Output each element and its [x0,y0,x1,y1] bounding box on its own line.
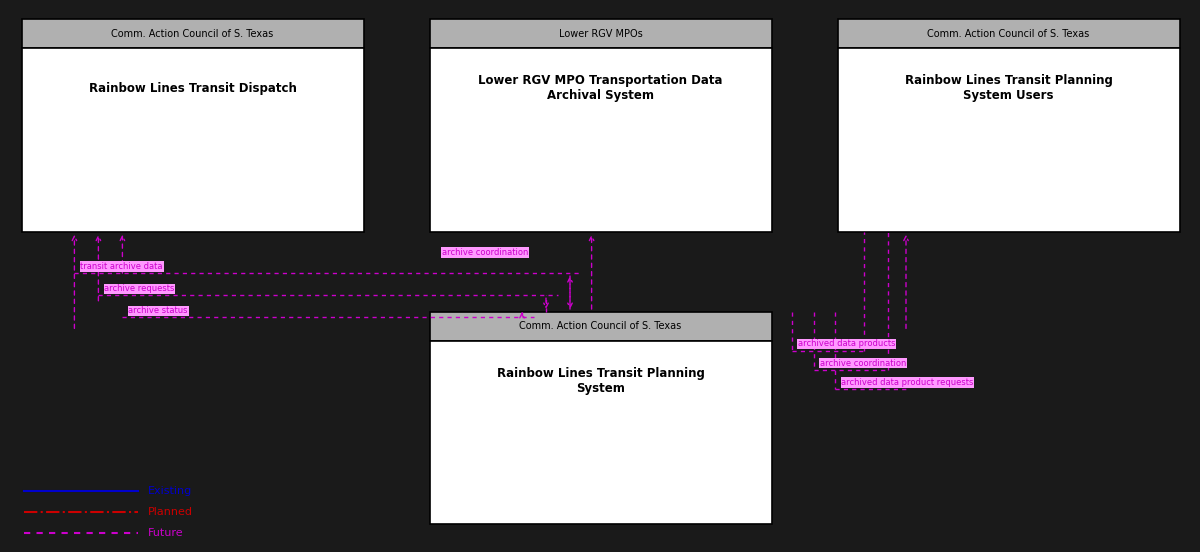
Bar [430,341,772,524]
Bar [22,48,364,232]
Bar [430,48,772,232]
Bar [22,19,364,48]
Text: Rainbow Lines Transit Planning
System Users: Rainbow Lines Transit Planning System Us… [905,75,1112,103]
Text: Rainbow Lines Transit Planning
System: Rainbow Lines Transit Planning System [497,367,704,395]
Text: archive requests: archive requests [104,284,175,293]
Text: archived data products: archived data products [798,339,895,348]
Text: archive status: archive status [128,306,188,315]
Text: archived data product requests: archived data product requests [841,378,973,387]
Text: transit archive data: transit archive data [80,262,163,271]
Text: Existing: Existing [148,486,192,496]
Text: Planned: Planned [148,507,192,517]
Bar [838,19,1180,48]
Bar [430,312,772,341]
Text: Rainbow Lines Transit Dispatch: Rainbow Lines Transit Dispatch [89,82,296,95]
Text: Future: Future [148,528,184,538]
Text: Comm. Action Council of S. Texas: Comm. Action Council of S. Texas [112,29,274,39]
Text: Lower RGV MPOs: Lower RGV MPOs [559,29,642,39]
Bar [430,19,772,48]
Text: Comm. Action Council of S. Texas: Comm. Action Council of S. Texas [928,29,1090,39]
Text: archive coordination: archive coordination [820,359,906,368]
Text: archive coordination: archive coordination [442,248,528,257]
Text: Lower RGV MPO Transportation Data
Archival System: Lower RGV MPO Transportation Data Archiv… [479,75,722,103]
Text: Comm. Action Council of S. Texas: Comm. Action Council of S. Texas [520,321,682,331]
Bar [838,48,1180,232]
